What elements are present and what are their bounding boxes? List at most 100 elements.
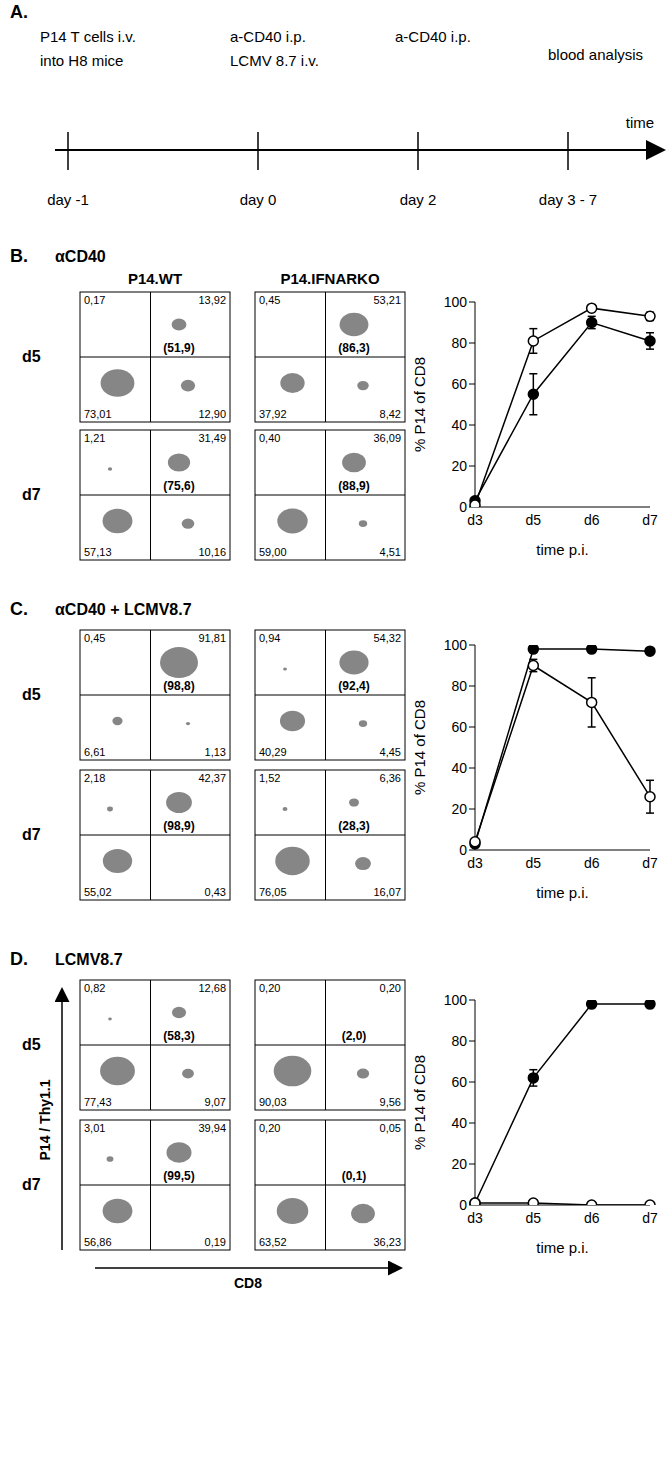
svg-text:(99,5): (99,5) <box>163 1169 194 1183</box>
svg-text:time: time <box>626 114 654 131</box>
svg-text:100: 100 <box>444 992 468 1008</box>
svg-text:100: 100 <box>444 637 468 653</box>
svg-text:d5: d5 <box>22 348 41 365</box>
svg-text:d3: d3 <box>467 855 483 871</box>
svg-text:d5: d5 <box>526 512 542 528</box>
svg-text:1,21: 1,21 <box>84 432 105 444</box>
svg-text:40: 40 <box>451 760 467 776</box>
svg-text:day 0: day 0 <box>240 191 277 208</box>
svg-text:76,05: 76,05 <box>259 886 287 898</box>
svg-text:d7: d7 <box>22 1176 41 1193</box>
svg-text:P14 T cells i.v.: P14 T cells i.v. <box>40 28 136 45</box>
svg-text:39,94: 39,94 <box>198 1122 226 1134</box>
svg-text:20: 20 <box>451 458 467 474</box>
svg-text:80: 80 <box>451 678 467 694</box>
svg-text:9,07: 9,07 <box>205 1096 226 1108</box>
svg-text:16,07: 16,07 <box>373 886 401 898</box>
svg-text:0,05: 0,05 <box>380 1122 401 1134</box>
svg-text:0,94: 0,94 <box>259 632 280 644</box>
svg-text:0,45: 0,45 <box>259 294 280 306</box>
svg-text:0,82: 0,82 <box>84 982 105 994</box>
svg-text:0: 0 <box>459 842 467 858</box>
svg-text:d7: d7 <box>22 486 41 503</box>
svg-text:40: 40 <box>451 417 467 433</box>
svg-text:d3: d3 <box>467 512 483 528</box>
svg-text:10,16: 10,16 <box>198 546 226 558</box>
svg-text:4,51: 4,51 <box>380 546 401 558</box>
svg-text:(98,8): (98,8) <box>163 679 194 693</box>
svg-text:LCMV 8.7 i.v.: LCMV 8.7 i.v. <box>230 52 319 69</box>
svg-text:60: 60 <box>451 719 467 735</box>
svg-text:3,01: 3,01 <box>84 1122 105 1134</box>
svg-text:d6: d6 <box>584 512 600 528</box>
svg-text:d3: d3 <box>467 1210 483 1226</box>
svg-text:90,03: 90,03 <box>259 1096 287 1108</box>
svg-text:37,92: 37,92 <box>259 408 287 420</box>
svg-text:59,00: 59,00 <box>259 546 287 558</box>
svg-text:6,36: 6,36 <box>380 772 401 784</box>
svg-text:40,29: 40,29 <box>259 746 287 758</box>
svg-text:d5: d5 <box>22 686 41 703</box>
svg-text:αCD40: αCD40 <box>55 248 106 265</box>
svg-text:73,01: 73,01 <box>84 408 112 420</box>
svg-text:4,45: 4,45 <box>380 746 401 758</box>
svg-text:91,81: 91,81 <box>198 632 226 644</box>
svg-text:day -1: day -1 <box>47 191 89 208</box>
svg-text:0,43: 0,43 <box>205 886 226 898</box>
svg-text:56,86: 56,86 <box>84 1236 112 1248</box>
svg-text:(92,4): (92,4) <box>338 679 369 693</box>
svg-text:d6: d6 <box>584 1210 600 1226</box>
svg-text:d5: d5 <box>526 1210 542 1226</box>
svg-text:54,32: 54,32 <box>373 632 401 644</box>
svg-text:time p.i.: time p.i. <box>536 1239 589 1256</box>
svg-text:0,17: 0,17 <box>84 294 105 306</box>
svg-text:d7: d7 <box>22 826 41 843</box>
svg-text:42,37: 42,37 <box>198 772 226 784</box>
svg-text:% P14 of CD8: % P14 of CD8 <box>411 1055 428 1150</box>
svg-text:% P14 of CD8: % P14 of CD8 <box>411 357 428 452</box>
svg-text:40: 40 <box>451 1115 467 1131</box>
svg-text:9,56: 9,56 <box>380 1096 401 1108</box>
svg-text:d6: d6 <box>584 855 600 871</box>
svg-text:0,45: 0,45 <box>84 632 105 644</box>
svg-text:P14.IFNARKO: P14.IFNARKO <box>280 270 380 287</box>
svg-text:(0,1): (0,1) <box>342 1169 367 1183</box>
svg-text:CD8: CD8 <box>234 1275 262 1291</box>
svg-text:0,20: 0,20 <box>259 1122 280 1134</box>
svg-text:(2,0): (2,0) <box>342 1029 367 1043</box>
svg-text:20: 20 <box>451 801 467 817</box>
svg-text:13,92: 13,92 <box>198 294 226 306</box>
svg-text:8,42: 8,42 <box>380 408 401 420</box>
svg-text:P14 / Thy1.1: P14 / Thy1.1 <box>37 1079 53 1160</box>
svg-text:12,68: 12,68 <box>198 982 226 994</box>
svg-text:LCMV8.7: LCMV8.7 <box>55 951 123 968</box>
svg-text:time p.i.: time p.i. <box>536 884 589 901</box>
svg-text:0,20: 0,20 <box>259 982 280 994</box>
svg-text:(98,9): (98,9) <box>163 819 194 833</box>
svg-text:(86,3): (86,3) <box>338 341 369 355</box>
svg-text:d7: d7 <box>642 512 658 528</box>
svg-text:day 2: day 2 <box>400 191 437 208</box>
svg-text:time p.i.: time p.i. <box>536 541 589 558</box>
svg-text:55,02: 55,02 <box>84 886 112 898</box>
svg-text:0: 0 <box>459 1197 467 1213</box>
svg-text:80: 80 <box>451 335 467 351</box>
svg-text:day 3 - 7: day 3 - 7 <box>539 191 597 208</box>
svg-text:1,52: 1,52 <box>259 772 280 784</box>
svg-text:(88,9): (88,9) <box>338 479 369 493</box>
svg-text:d7: d7 <box>642 1210 658 1226</box>
svg-text:(28,3): (28,3) <box>338 819 369 833</box>
svg-text:P14.WT: P14.WT <box>128 270 182 287</box>
svg-text:2,18: 2,18 <box>84 772 105 784</box>
svg-text:blood analysis: blood analysis <box>548 46 643 63</box>
svg-text:36,09: 36,09 <box>373 432 401 444</box>
svg-text:d5: d5 <box>22 1036 41 1053</box>
svg-text:C.: C. <box>10 599 28 619</box>
svg-text:80: 80 <box>451 1033 467 1049</box>
svg-text:d7: d7 <box>642 855 658 871</box>
svg-text:0,40: 0,40 <box>259 432 280 444</box>
svg-text:d5: d5 <box>526 855 542 871</box>
svg-text:31,49: 31,49 <box>198 432 226 444</box>
svg-text:(51,9): (51,9) <box>163 341 194 355</box>
svg-text:60: 60 <box>451 376 467 392</box>
